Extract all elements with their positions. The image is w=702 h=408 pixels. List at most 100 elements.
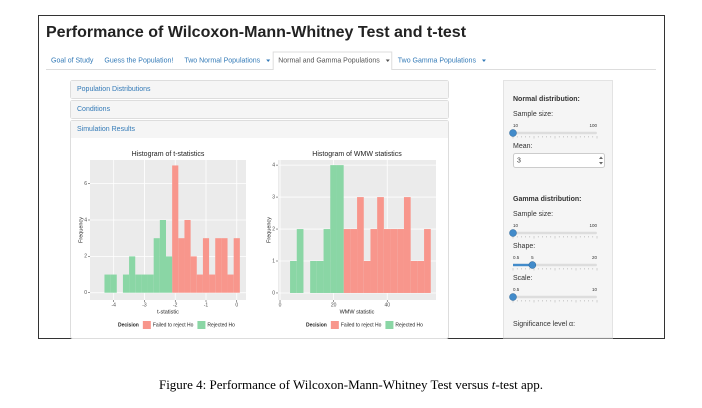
y-tick-label: 0 <box>272 290 275 296</box>
slider-max: 10 <box>592 287 598 292</box>
caption-part: -test app. <box>495 377 543 392</box>
input-label: Shape: <box>513 243 535 250</box>
histogram-bar <box>377 197 384 293</box>
section-heading: Gamma distribution: <box>513 196 581 203</box>
slider-value: 5 <box>531 255 534 260</box>
histogram-bar <box>202 238 210 293</box>
legend-swatch <box>330 321 339 329</box>
accordion-heading <box>71 101 448 118</box>
legend-label: Rejected Ho <box>207 322 235 328</box>
slider-handle[interactable] <box>509 129 517 137</box>
histogram-bar <box>110 274 117 293</box>
nav-tab[interactable]: Goal of Study <box>46 52 98 70</box>
slider-max: 100 <box>589 223 597 228</box>
input-label: Significance level α: <box>513 321 575 328</box>
histogram-bar <box>215 238 222 293</box>
histogram-bar <box>330 165 337 293</box>
histogram-bar <box>166 256 173 293</box>
slider-handle[interactable] <box>528 261 537 269</box>
dropdown-caret <box>385 59 390 62</box>
x-tick-label: -1 <box>204 302 209 308</box>
nav-tab[interactable]: Two Gamma Populations <box>393 52 488 70</box>
slider-min: 0.5 <box>513 287 520 292</box>
histogram-bar <box>104 274 111 293</box>
histogram-bar <box>363 261 371 293</box>
legend-title: Decision <box>306 322 327 328</box>
histogram-bar <box>290 261 297 293</box>
caption-part: Figure 4: Performance of Wilcoxon-Mann-W… <box>159 377 492 392</box>
slider-min: 10 <box>513 123 519 128</box>
histogram-bar <box>323 229 331 293</box>
caption-part: t <box>492 377 496 392</box>
y-tick-label: 2 <box>272 226 275 232</box>
x-tick-label: 0 <box>279 302 282 308</box>
y-tick-label: 0 <box>84 290 87 296</box>
histogram-bar <box>135 274 142 293</box>
y-tick-label: 4 <box>84 217 87 223</box>
legend-label: Rejected Ho <box>395 322 423 328</box>
accordion-title[interactable]: Simulation Results <box>77 126 135 133</box>
tab-label[interactable]: Guess the Population! <box>104 57 173 64</box>
x-tick-label: 20 <box>331 302 337 308</box>
histogram-bar <box>233 238 240 293</box>
slider-track <box>513 231 597 235</box>
nav-tab[interactable]: Guess the Population! <box>99 52 178 70</box>
histogram-bar <box>196 274 203 293</box>
histogram-bar <box>172 165 179 293</box>
slider-handle[interactable] <box>509 229 517 237</box>
x-tick-label: -3 <box>142 302 147 308</box>
input-label: Mean: <box>513 143 533 150</box>
histogram-bar <box>350 229 358 293</box>
accordion-heading <box>71 81 448 98</box>
tab-label[interactable]: Two Gamma Populations <box>398 57 477 64</box>
numeric-input[interactable] <box>513 153 605 168</box>
tab-label[interactable]: Normal and Gamma Populations <box>278 57 380 64</box>
slider-handle[interactable] <box>509 293 517 301</box>
tab-label[interactable]: Two Normal Populations <box>184 57 260 64</box>
dropdown-caret <box>266 59 271 62</box>
histogram-bar <box>403 197 411 293</box>
y-tick-label: 1 <box>272 258 275 264</box>
histogram-bar <box>383 229 391 293</box>
histogram-bar <box>227 274 234 293</box>
histogram-bar <box>221 238 228 293</box>
input-label: Sample size: <box>513 111 553 118</box>
x-tick-label: 40 <box>384 302 390 308</box>
histogram-bar <box>296 229 304 293</box>
histogram-bar <box>343 229 351 293</box>
slider-min: 10 <box>513 223 519 228</box>
legend-swatch <box>385 321 394 329</box>
tab-label[interactable]: Goal of Study <box>51 57 94 64</box>
section-heading: Normal distribution: <box>513 96 580 103</box>
histogram-bar <box>190 256 197 293</box>
dropdown-caret <box>481 59 486 62</box>
histogram-bar <box>424 229 431 293</box>
accordion-heading <box>71 121 448 138</box>
histogram-bar <box>397 229 404 293</box>
chart-title: Histogram of t-statistics <box>132 151 205 158</box>
chart-title: Histogram of WMW statistics <box>312 151 402 158</box>
legend-label: Failed to reject Ho <box>153 322 194 328</box>
spinner[interactable] <box>599 156 603 165</box>
histogram-bar <box>357 197 364 293</box>
histogram-bar <box>122 274 130 293</box>
slider-fill <box>513 263 533 267</box>
histogram-bar <box>209 274 216 293</box>
accordion-title[interactable]: Population Distributions <box>77 86 151 93</box>
slider-max: 20 <box>592 255 598 260</box>
nav-tab[interactable]: Normal and Gamma Populations <box>272 51 393 70</box>
slider-max: 100 <box>589 123 597 128</box>
histogram-bar <box>184 220 191 293</box>
numeric-value: 3 <box>517 157 521 164</box>
histogram-bar <box>178 238 185 293</box>
histogram-bar <box>417 261 425 293</box>
histogram-bar <box>316 261 324 293</box>
y-tick-label: 6 <box>84 181 87 187</box>
histogram-bar <box>159 220 166 293</box>
histogram-bar <box>310 261 317 293</box>
input-label: Sample size: <box>513 211 553 218</box>
nav-tab[interactable]: Two Normal Populations <box>179 52 272 70</box>
app-title: Performance of Wilcoxon-Mann-Whitney Tes… <box>46 24 467 41</box>
accordion-title[interactable]: Conditions <box>77 106 111 113</box>
